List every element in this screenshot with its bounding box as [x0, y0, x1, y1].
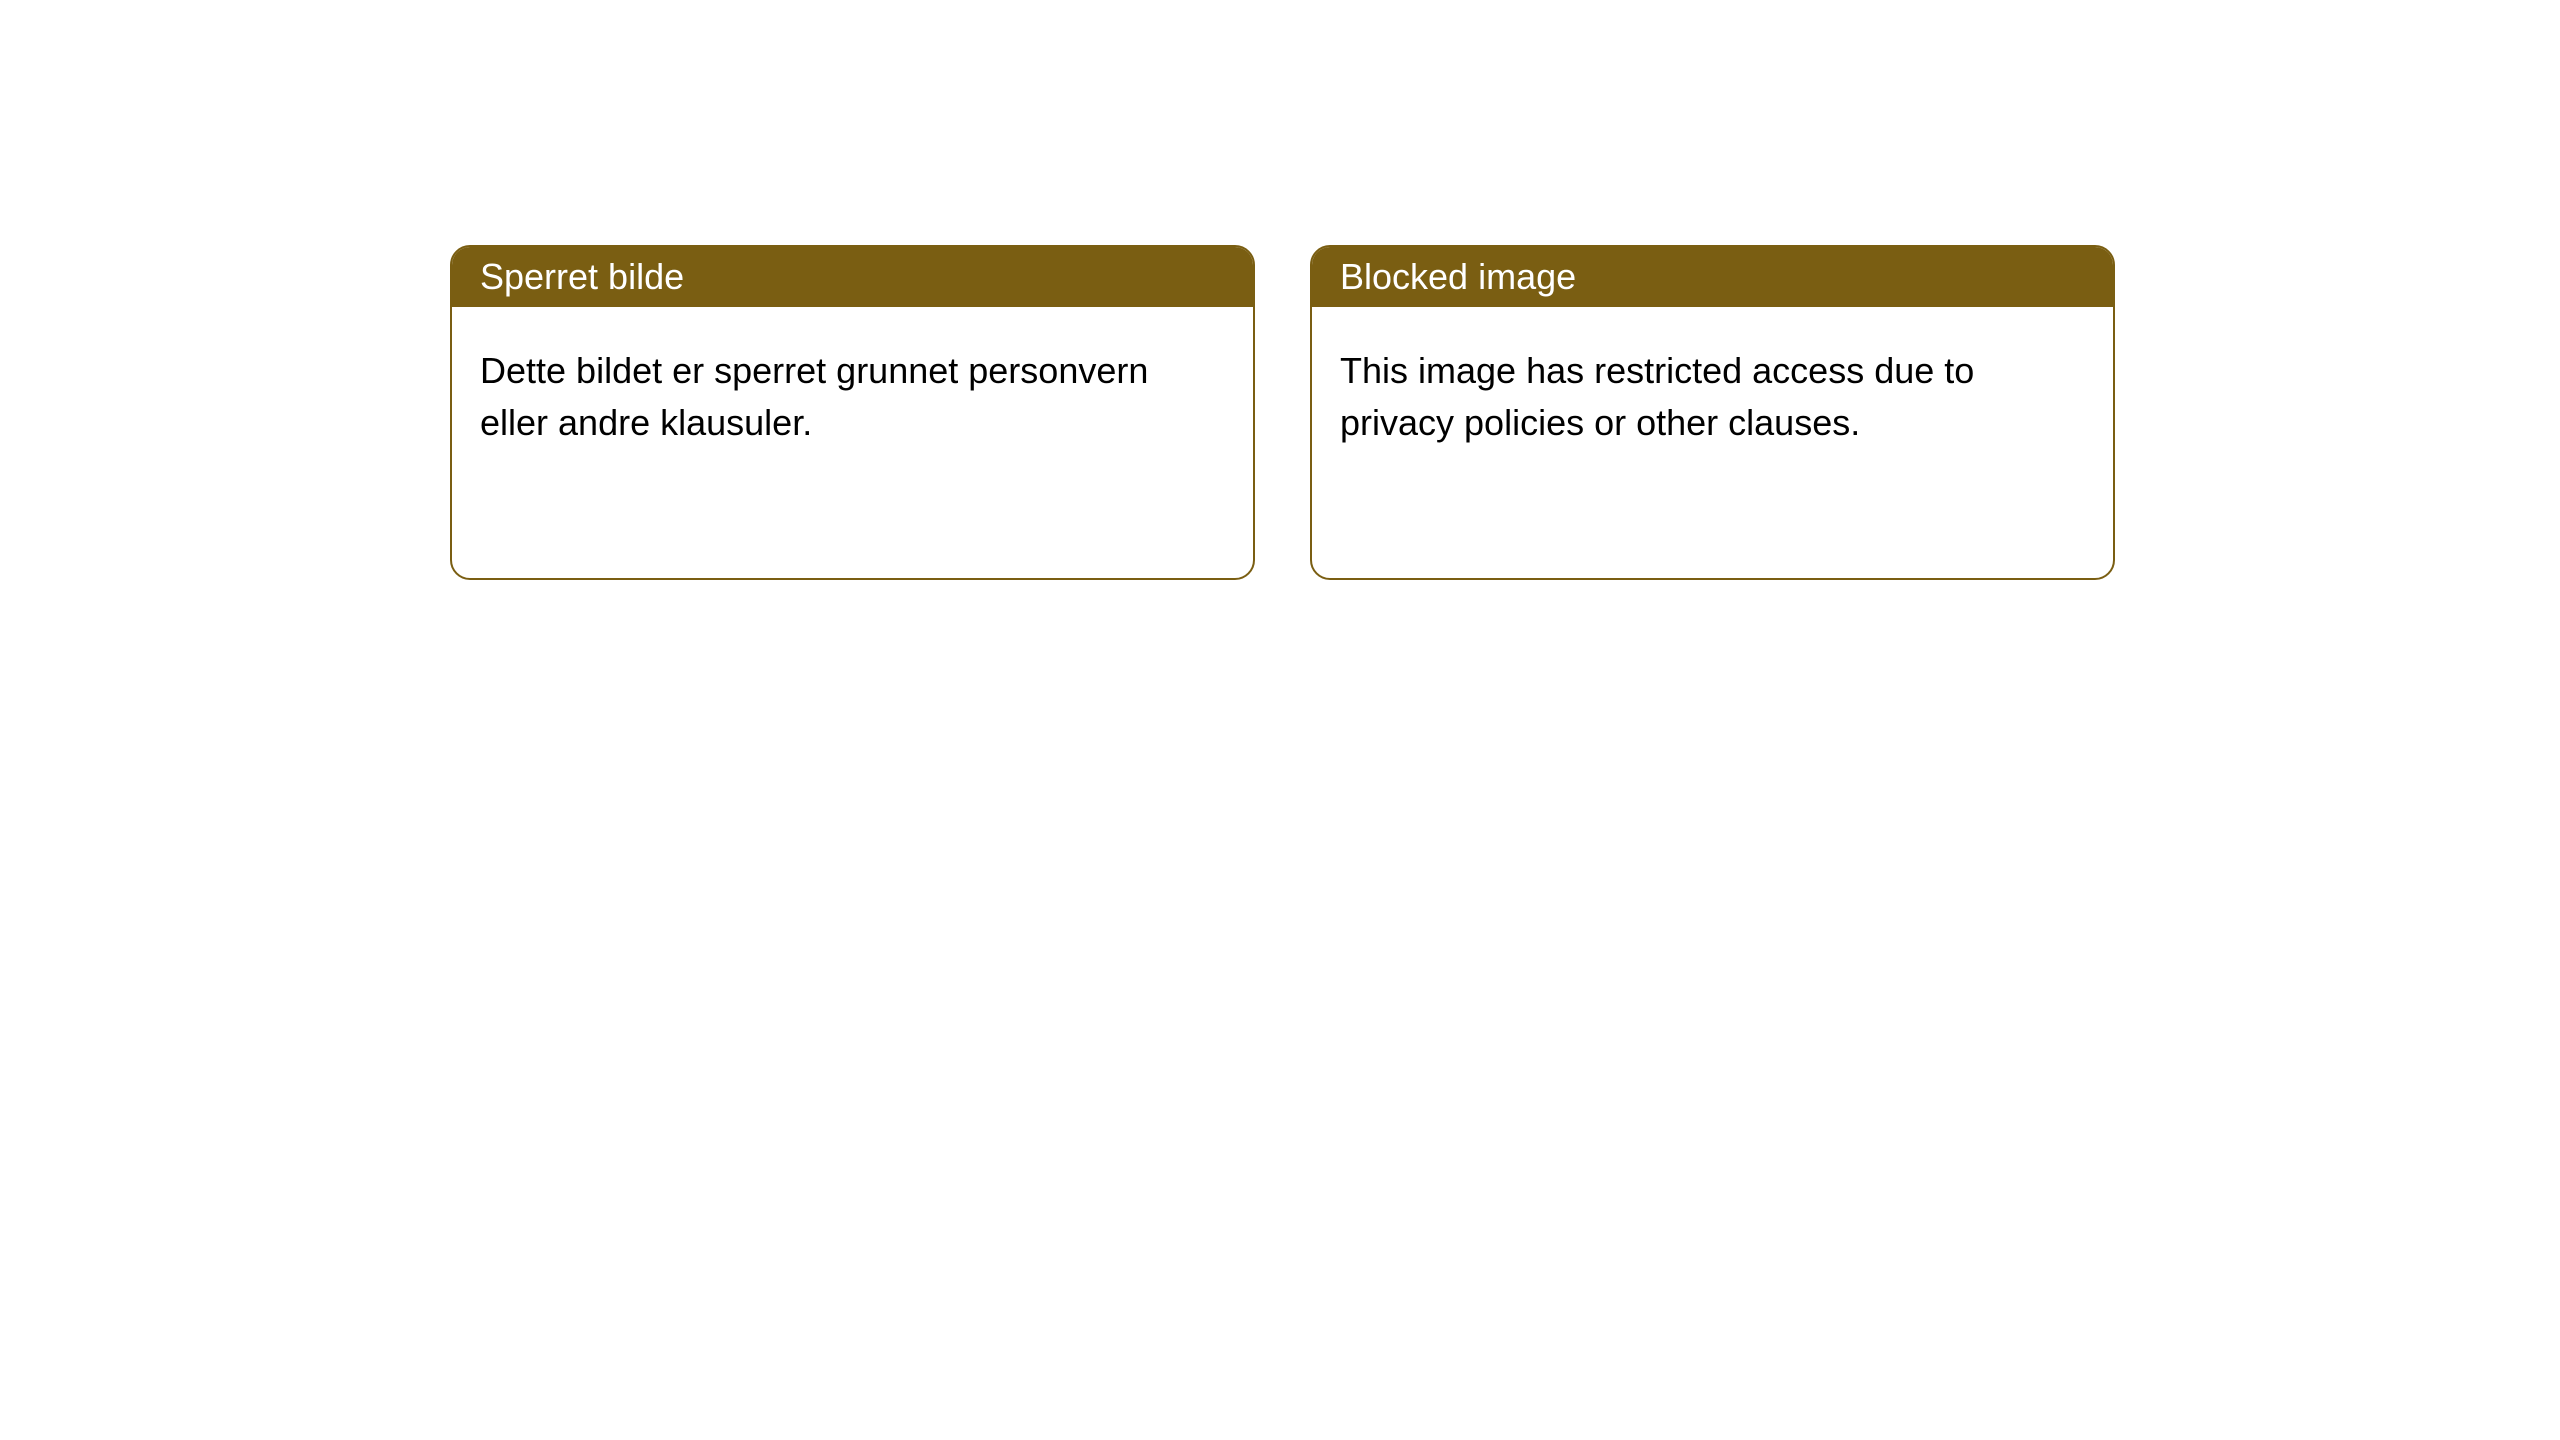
card-body-text: Dette bildet er sperret grunnet personve… [480, 350, 1148, 443]
card-title: Blocked image [1340, 256, 1576, 298]
card-title: Sperret bilde [480, 256, 684, 298]
blocked-image-card-en: Blocked image This image has restricted … [1310, 245, 2115, 580]
card-body: Dette bildet er sperret grunnet personve… [452, 307, 1253, 487]
cards-container: Sperret bilde Dette bildet er sperret gr… [0, 0, 2560, 580]
card-body: This image has restricted access due to … [1312, 307, 2113, 487]
card-body-text: This image has restricted access due to … [1340, 350, 1974, 443]
card-header: Blocked image [1312, 247, 2113, 307]
card-header: Sperret bilde [452, 247, 1253, 307]
blocked-image-card-no: Sperret bilde Dette bildet er sperret gr… [450, 245, 1255, 580]
